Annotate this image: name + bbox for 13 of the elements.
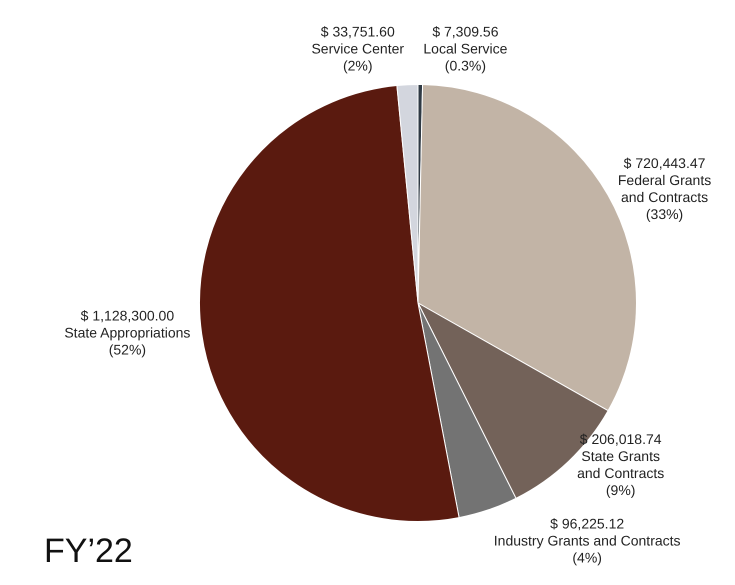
slice-label: Local Service (0.3%)	[423, 40, 508, 74]
text: FY’22	[44, 532, 133, 571]
data-label: $ 96,225.12	[550, 515, 624, 532]
slice-label: Industry Grants and Contracts (4%)	[494, 532, 681, 566]
data-label: $ 720,443.47	[624, 154, 706, 171]
data-label: $ 1,128,300.00	[80, 308, 174, 324]
slice-label: State Appropriations (52%)	[64, 324, 190, 358]
data-label: $ 206,018.74	[580, 430, 662, 447]
data-label: $ 7,309.56	[432, 23, 499, 40]
slice-label: Federal Grants and Contracts (33%)	[618, 172, 712, 222]
slice-label: Service Center (2%)	[311, 40, 404, 74]
data-label: $ 33,751.60	[320, 24, 395, 40]
slice-label: State Grants and Contracts (9%)	[577, 448, 664, 498]
